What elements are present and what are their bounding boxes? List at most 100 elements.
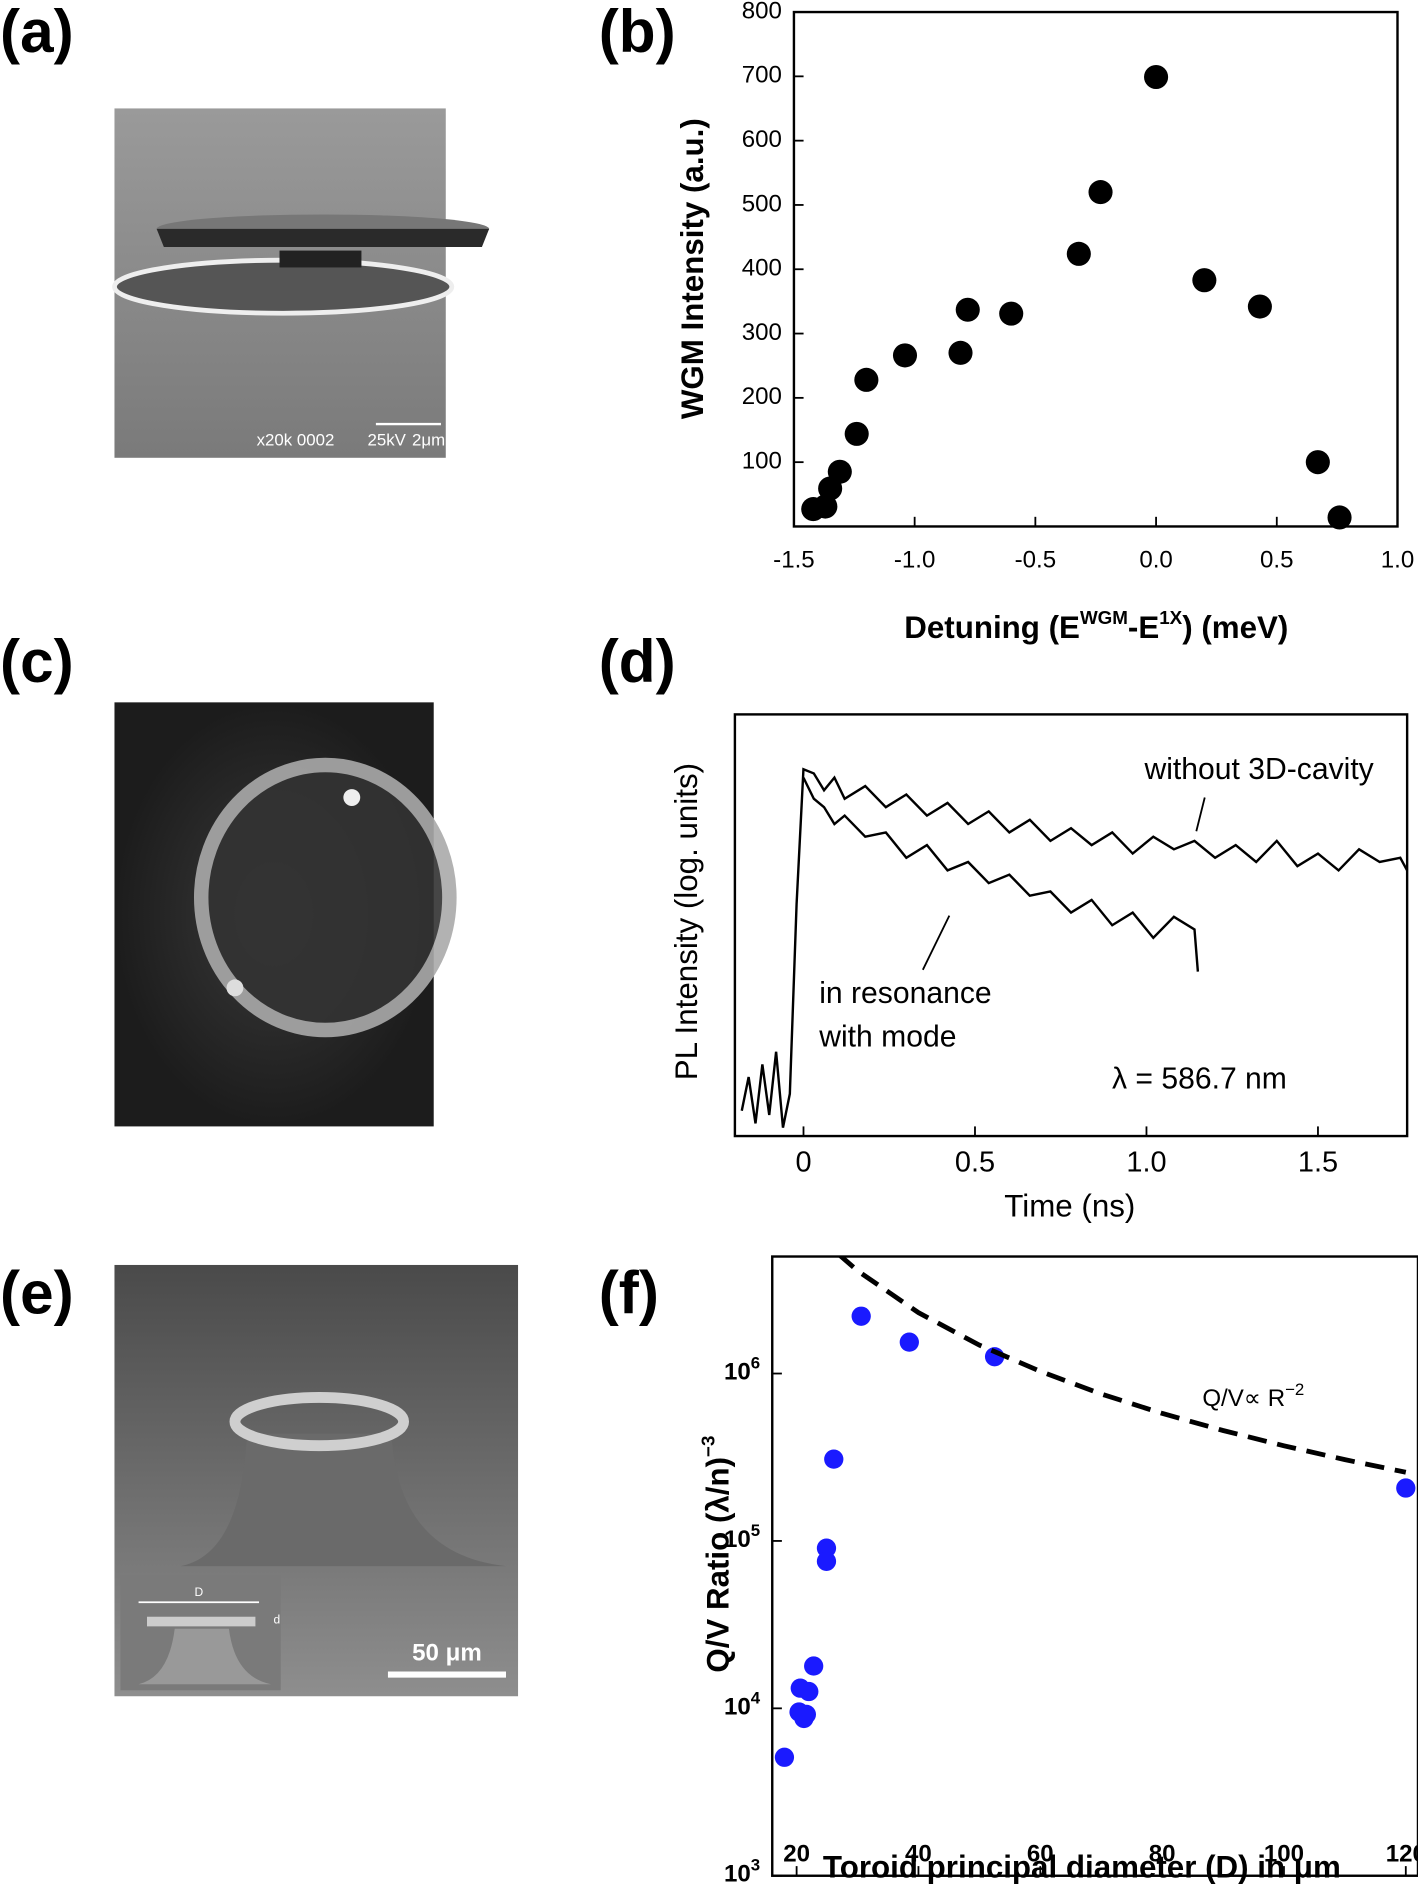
x-tick-label: 0 [795, 1146, 811, 1178]
annotation: λ = 586.7 nm [1112, 1063, 1287, 1096]
data-point [899, 1332, 919, 1352]
y-axis-label: PL Intensity (log. units) [669, 763, 704, 1080]
x-tick-label: 1.0 [1126, 1146, 1166, 1178]
y-tick-label: 100 [742, 448, 782, 475]
data-line [802, 777, 1200, 972]
y-tick-exponent: 6 [751, 1353, 760, 1372]
annotation-part: −2 [1285, 1380, 1304, 1399]
x-tick-label: 0.5 [1260, 547, 1293, 574]
plot-frame [733, 713, 1409, 1138]
x-tick-label: -1.5 [773, 547, 815, 574]
annotation: without 3D-cavity [1144, 753, 1374, 786]
data-point [999, 301, 1024, 326]
x-tick-label: -1.0 [894, 547, 936, 574]
y-tick-label: 800 [742, 0, 782, 24]
panel-label: (f) [599, 1258, 659, 1326]
annotation: Q/V∝ R−2 [1202, 1380, 1304, 1412]
data-point [816, 1551, 837, 1572]
y-tick-label: 106 [724, 1353, 760, 1385]
x-tick-label: 0.0 [1139, 547, 1172, 574]
y-tick-exponent: 4 [751, 1688, 761, 1707]
x-axis-label: Time (ns) [1004, 1189, 1135, 1224]
annotation: with mode [818, 1020, 956, 1053]
y-axis-label: WGM Intensity (a.u.) [675, 118, 710, 419]
data-point [827, 459, 852, 484]
x-tick-label: 1.0 [1381, 547, 1414, 574]
annotation: in resonance [819, 977, 991, 1010]
image-text: D [194, 1585, 203, 1599]
image-text: d [273, 1613, 280, 1627]
y-tick-base: 10 [724, 1526, 751, 1553]
x-axis-label-part: -E [1128, 610, 1159, 645]
data-point [955, 297, 980, 322]
y-tick-label: 400 [742, 255, 782, 282]
image-a: x20k 0002 25kV 2μm [112, 108, 490, 458]
image-e: D d 50 μm [114, 1264, 519, 1697]
data-point [1396, 1478, 1416, 1498]
y-tick-label: 200 [742, 383, 782, 410]
data-point [799, 1681, 819, 1702]
y-tick-base: 10 [724, 1694, 751, 1721]
x-axis-label-part: Time (ns) [1004, 1189, 1135, 1224]
x-tick-label: 80 [1149, 1841, 1176, 1868]
y-tick-label: 103 [724, 1856, 760, 1888]
data-point [1192, 268, 1217, 293]
x-tick-label: 1.5 [1298, 1146, 1338, 1178]
fit-line [837, 1256, 1407, 1475]
panel-label: (c) [0, 627, 74, 695]
y-tick-label: 700 [742, 62, 782, 89]
annotation-part: without 3D-cavity [1144, 753, 1374, 786]
data-point [1066, 241, 1091, 266]
image-c [114, 702, 457, 1127]
x-tick-label: -0.5 [1015, 547, 1057, 574]
annotation-part: in resonance [819, 977, 991, 1010]
x-axis-label-part: 1X [1159, 608, 1182, 629]
data-point [1247, 294, 1272, 319]
annotation-part: Q/V∝ R [1202, 1385, 1285, 1412]
y-axis-label-part: Q/V Ratio (λ/n) [701, 1457, 736, 1673]
x-tick-label: 0.5 [955, 1146, 995, 1178]
data-point [796, 1704, 816, 1725]
data-point [1305, 450, 1330, 475]
pointer [922, 915, 951, 971]
data-point [948, 340, 973, 365]
plot-frame [771, 1255, 1418, 1877]
annotation-part: λ = 586.7 nm [1112, 1063, 1287, 1096]
x-axis-label-part: ) (meV) [1182, 610, 1288, 645]
x-tick-label: 120 [1386, 1841, 1418, 1868]
x-tick-label: 60 [1027, 1841, 1054, 1868]
data-point [1088, 180, 1113, 205]
y-axis-label-part: PL Intensity (log. units) [669, 763, 704, 1080]
y-tick-exponent: 5 [751, 1521, 760, 1540]
image-text: 25kV [367, 430, 406, 449]
data-point [774, 1747, 795, 1767]
panel-label: (a) [0, 0, 74, 65]
data-point [1144, 64, 1169, 90]
data-point [854, 367, 879, 392]
y-tick-label: 105 [724, 1521, 760, 1553]
x-tick-label: 100 [1264, 1841, 1304, 1868]
panel-label: (d) [599, 627, 676, 695]
plot-frame [792, 10, 1399, 528]
image-text: 50 μm [412, 1639, 482, 1666]
x-tick-label: 40 [905, 1841, 932, 1868]
y-tick-label: 300 [742, 319, 782, 346]
y-tick-base: 10 [724, 1359, 751, 1386]
pointer [1195, 797, 1206, 832]
data-point [816, 1538, 837, 1558]
data-line [740, 767, 1409, 1128]
x-axis-label-part: WGM [1080, 608, 1128, 629]
panel-label: (b) [599, 0, 676, 65]
image-text: 2μm [412, 430, 445, 449]
y-tick-base: 10 [724, 1861, 751, 1888]
y-tick-label: 600 [742, 126, 782, 153]
data-point [1327, 505, 1352, 530]
data-point [824, 1449, 844, 1469]
annotation-part: with mode [818, 1020, 956, 1053]
x-axis-label-part: Detuning (E [904, 610, 1080, 645]
x-axis-label-part: Toroid principal diameter (D) in μm [823, 1850, 1341, 1885]
image-text: x20k 0002 [257, 430, 335, 449]
y-axis-label-part: −3 [698, 1436, 719, 1457]
data-point [892, 343, 918, 368]
